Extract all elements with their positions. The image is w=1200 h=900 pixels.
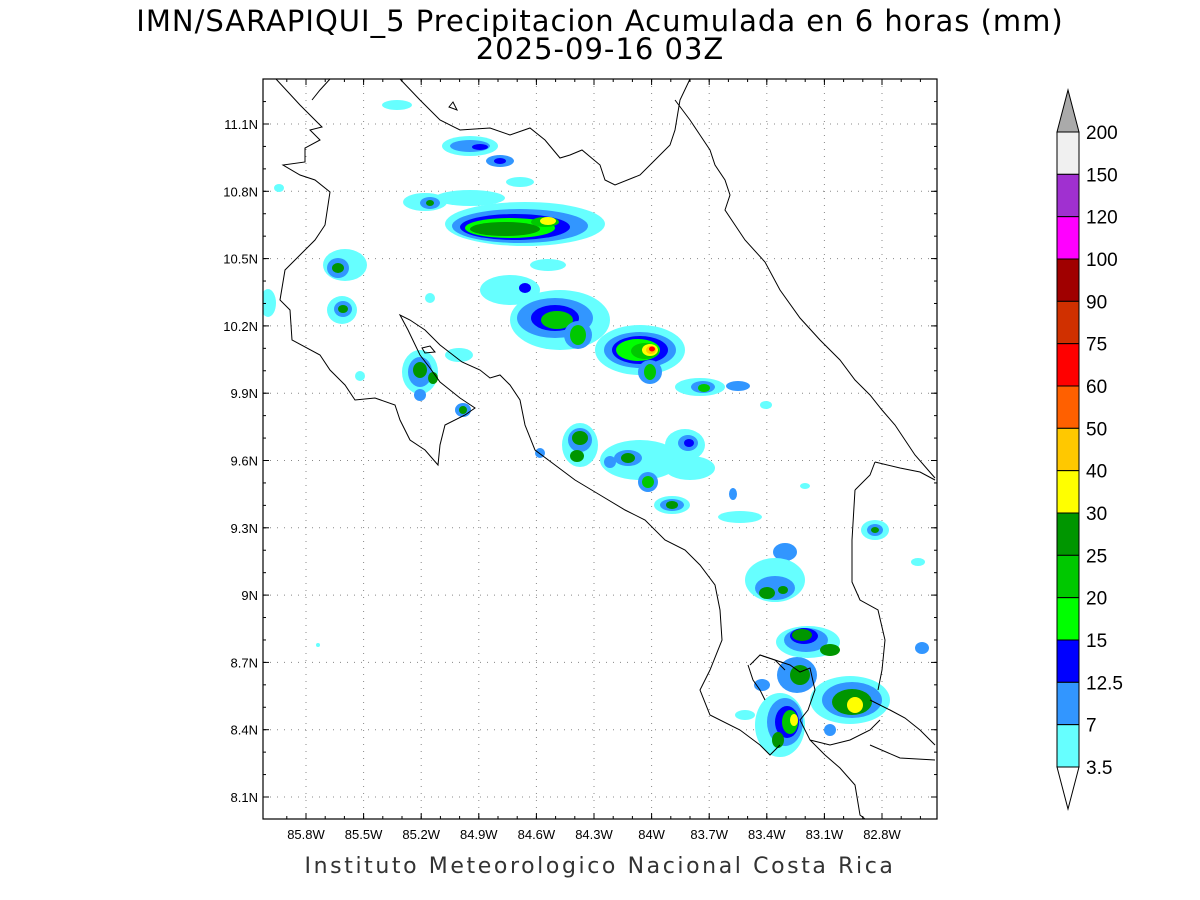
precipitation-field [263, 100, 929, 757]
color-legend: 200 150 120 100 90 75 60 50 40 30 25 20 15 12.5 7 3.5 [1056, 88, 1123, 811]
lat-tick-label: 9.9N [231, 386, 258, 401]
legend-swatch [1056, 173, 1080, 218]
legend-swatch [1056, 131, 1080, 175]
legend-swatch [1056, 258, 1080, 302]
lon-tick-label: 83.7W [690, 827, 728, 842]
latitude-axis: 11.1N 10.8N 10.5N 10.2N 9.9N 9.6N 9.3N 9N 8.7N 8.… [223, 101, 937, 805]
legend-label: 120 [1086, 208, 1118, 229]
legend-swatch [1056, 724, 1080, 768]
legend-label: 15 [1086, 631, 1107, 652]
legend-label: 90 [1086, 292, 1107, 313]
legend-swatch [1056, 554, 1080, 599]
lat-tick-label: 10.5N [223, 252, 258, 267]
legend-arrow-bottom [1056, 766, 1080, 811]
legend-label: 100 [1086, 250, 1118, 271]
legend-label: 60 [1086, 377, 1107, 398]
legend-swatch [1056, 427, 1080, 472]
lon-tick-label: 84.9W [460, 827, 498, 842]
legend-swatch [1056, 343, 1080, 387]
lat-tick-label: 8.4N [231, 723, 258, 738]
lat-tick-label: 9.3N [231, 521, 258, 536]
lon-tick-label: 84.3W [575, 827, 613, 842]
map-timestamp: 2025-09-16 03Z [475, 32, 725, 66]
coastline [275, 79, 936, 819]
lat-tick-label: 8.7N [231, 655, 258, 670]
legend-label: 200 [1086, 123, 1118, 144]
legend-swatch [1056, 300, 1080, 345]
legend-swatch [1056, 639, 1080, 683]
legend-label: 3.5 [1086, 758, 1112, 779]
legend-label: 30 [1086, 504, 1107, 525]
legend-label: 12.5 [1086, 673, 1123, 694]
lon-tick-label: 85.2W [402, 827, 440, 842]
legend-swatch [1056, 681, 1080, 726]
legend-label: 75 [1086, 335, 1107, 356]
legend-arrow-top [1056, 88, 1080, 133]
legend-swatch [1056, 385, 1080, 429]
lat-tick-label: 8.1N [231, 790, 258, 805]
legend-label: 50 [1086, 419, 1107, 440]
lon-tick-label: 85.8W [287, 827, 325, 842]
map-grid [263, 79, 937, 819]
lat-tick-label: 9N [241, 588, 258, 603]
legend-swatch [1056, 597, 1080, 641]
lon-tick-label: 83.1W [806, 827, 844, 842]
lon-tick-label: 85.5W [345, 827, 383, 842]
legend-label: 20 [1086, 589, 1107, 610]
lon-tick-label: 82.8W [863, 827, 901, 842]
legend-swatch [1056, 470, 1080, 514]
longitude-axis: 85.8W 85.5W 85.2W 84.9W 84.6W 84.3W 84W 83.7W 83… [286, 79, 921, 842]
lat-tick-label: 10.2N [223, 319, 258, 334]
legend-label: 25 [1086, 546, 1107, 567]
legend-label: 150 [1086, 165, 1118, 186]
lat-tick-label: 11.1N [224, 117, 258, 132]
map-title: IMN/SARAPIQUI_5 Precipitacion Acumulada … [136, 4, 1064, 38]
legend-swatch [1056, 512, 1080, 556]
footer-credit: Instituto Meteorologico Nacional Costa R… [304, 854, 896, 879]
legend-label: 7 [1086, 716, 1097, 737]
lon-tick-label: 83.4W [748, 827, 786, 842]
lat-tick-label: 9.6N [231, 454, 258, 469]
lon-tick-label: 84W [638, 827, 665, 842]
legend-swatch [1056, 216, 1080, 260]
lat-tick-label: 10.8N [223, 184, 258, 199]
lon-tick-label: 84.6W [518, 827, 556, 842]
map-border [262, 78, 938, 820]
legend-label: 40 [1086, 462, 1107, 483]
